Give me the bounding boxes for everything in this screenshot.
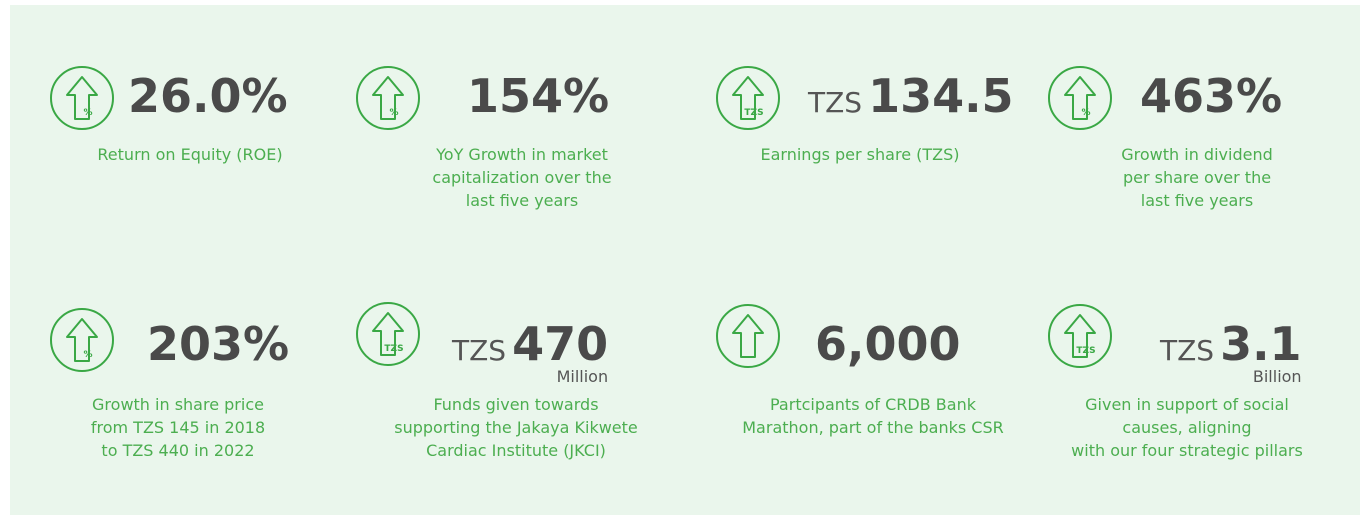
icon-arrow (372, 76, 404, 120)
icon-text: % (83, 350, 92, 360)
value: 6,000 (815, 317, 961, 371)
description: Marathon, part of the banks CSR (742, 418, 1004, 437)
icon-circle (1048, 304, 1112, 368)
value-suffix: Million (557, 367, 609, 386)
description: to TZS 440 in 2022 (101, 441, 254, 460)
icon-arrow (1064, 76, 1096, 120)
icon-arrow (66, 76, 98, 120)
background (10, 5, 1360, 515)
description: capitalization over the (432, 168, 611, 187)
value: 134.5 (868, 69, 1014, 123)
description: Growth in share price (92, 395, 264, 414)
icon-text: % (389, 108, 398, 118)
value-suffix: Billion (1253, 367, 1302, 386)
value: 470 (512, 317, 608, 371)
icon-text: TZS (1076, 346, 1095, 356)
description: Given in support of social (1085, 395, 1289, 414)
icon-text: % (83, 108, 92, 118)
icon-circle (356, 302, 420, 366)
description: per share over the (1123, 168, 1271, 187)
icon-text: TZS (384, 344, 403, 354)
description: last five years (466, 191, 578, 210)
icon-text: TZS (744, 108, 763, 118)
icon-arrow (732, 76, 764, 120)
description: YoY Growth in market (435, 145, 608, 164)
value: 3.1 (1220, 317, 1302, 371)
icon-arrow (732, 314, 764, 358)
description: causes, aligning (1122, 418, 1251, 437)
value: 154% (467, 69, 609, 123)
description: Growth in dividend (1121, 145, 1272, 164)
icon-arrow (66, 318, 98, 362)
icon-arrow (372, 312, 404, 356)
description: from TZS 145 in 2018 (91, 418, 265, 437)
description: with our four strategic pillars (1071, 441, 1303, 460)
icon-circle (50, 66, 114, 130)
icon-circle (716, 66, 780, 130)
description: supporting the Jakaya Kikwete (394, 418, 638, 437)
description: Partcipants of CRDB Bank (770, 395, 977, 414)
value: 463% (1140, 69, 1282, 123)
icon-arrow (1064, 314, 1096, 358)
value-prefix: TZS (807, 86, 862, 119)
value: 203% (147, 317, 289, 371)
icon-circle (1048, 66, 1112, 130)
icon-circle (356, 66, 420, 130)
description: Cardiac Institute (JKCI) (426, 441, 606, 460)
icon-circle (50, 308, 114, 372)
description: Funds given towards (433, 395, 598, 414)
description: Earnings per share (TZS) (761, 145, 960, 164)
value-prefix: TZS (451, 334, 506, 367)
value-prefix: TZS (1159, 334, 1214, 367)
icon-circle (716, 304, 780, 368)
description: Return on Equity (ROE) (97, 145, 282, 164)
icon-text: % (1081, 108, 1090, 118)
description: last five years (1141, 191, 1253, 210)
value: 26.0% (128, 69, 288, 123)
